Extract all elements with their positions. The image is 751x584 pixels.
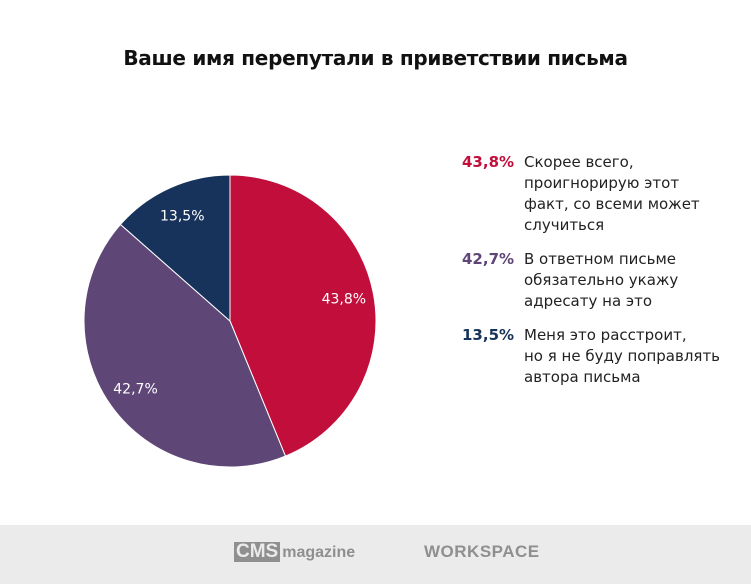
legend: 43,8% Скорее всего, проигнорирую этот фа…: [462, 152, 742, 401]
legend-value: 43,8%: [462, 153, 515, 171]
chart-title: Ваше имя перепутали в приветствии письма: [123, 46, 628, 70]
legend-value: 13,5%: [462, 326, 515, 344]
pie-slice: [119, 174, 231, 323]
workspace-logo: WORKSPACE: [424, 542, 540, 561]
pie-slice: [83, 223, 287, 468]
cms-magazine-logo: CMS magazine: [234, 542, 355, 562]
legend-value: 42,7%: [462, 250, 515, 268]
legend-label: В ответном письме обязательно укажу адре…: [524, 250, 679, 310]
legend-item: 13,5% Меня это расстроит, но я не буду п…: [462, 325, 742, 388]
footer: CMS magazine WORKSPACE: [0, 525, 751, 584]
legend-label: Меня это расстроит, но я не буду поправл…: [524, 326, 721, 386]
legend-label: Скорее всего, проигнорирую этот факт, со…: [524, 153, 700, 234]
pie-slice: [229, 174, 377, 457]
pie-chart: 43,8% 42,7% 13,5%: [83, 174, 377, 468]
legend-item: 43,8% Скорее всего, проигнорирую этот фа…: [462, 152, 742, 236]
cms-logo-text: magazine: [282, 544, 356, 561]
slice-data-label: 42,7%: [113, 381, 157, 397]
slice-data-label: 13,5%: [160, 208, 204, 224]
cms-logo-box: CMS: [234, 541, 281, 562]
slice-data-label: 43,8%: [322, 292, 366, 308]
legend-item: 42,7% В ответном письме обязательно укаж…: [462, 249, 742, 312]
